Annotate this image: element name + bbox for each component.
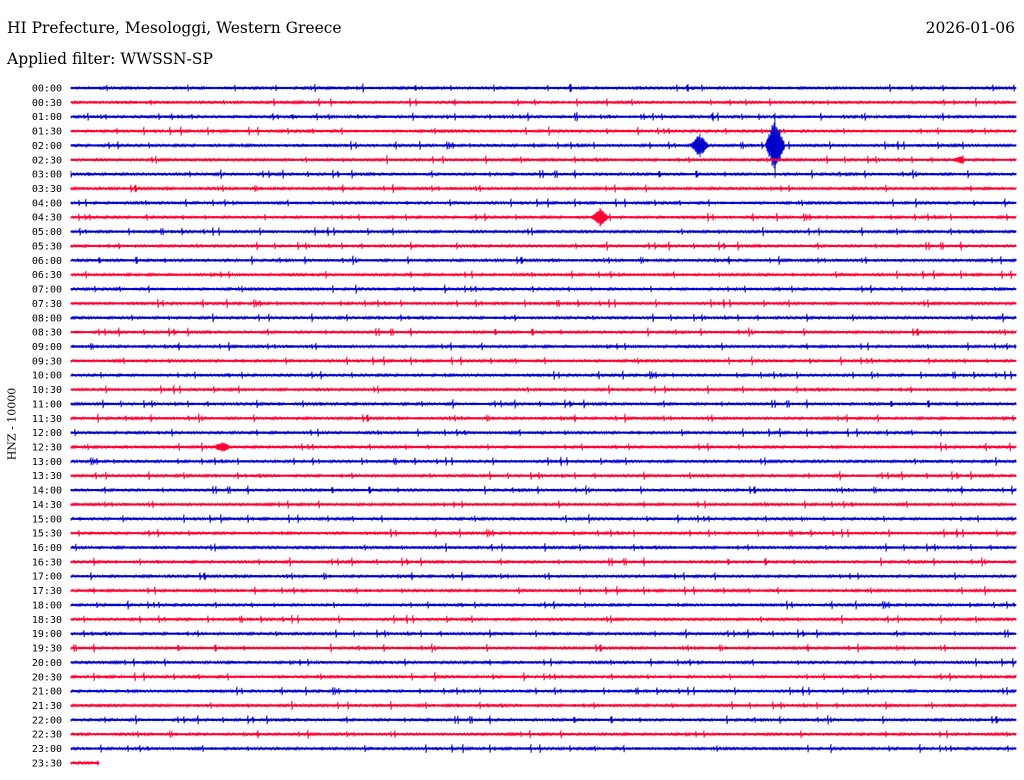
row-label: 08:30	[32, 328, 62, 339]
row-label: 12:00	[32, 428, 62, 439]
row-label: 09:30	[32, 356, 62, 367]
row-label: 05:30	[32, 241, 62, 252]
row-label: 04:00	[32, 198, 62, 209]
filter-label: Applied filter: WWSSN-SP	[7, 50, 213, 68]
row-label: 12:30	[32, 443, 62, 454]
row-label: 19:30	[32, 644, 62, 655]
row-label: 16:00	[32, 543, 62, 554]
row-label: 13:00	[32, 457, 62, 468]
row-label: 10:30	[32, 385, 62, 396]
row-label: 11:00	[32, 399, 62, 410]
row-label: 21:00	[32, 687, 62, 698]
row-label: 10:00	[32, 371, 62, 382]
row-label: 16:30	[32, 557, 62, 568]
row-label: 06:00	[32, 256, 62, 267]
row-label: 05:00	[32, 227, 62, 238]
row-label: 15:30	[32, 529, 62, 540]
row-label: 00:30	[32, 98, 62, 109]
row-label: 14:00	[32, 486, 62, 497]
row-label: 15:00	[32, 514, 62, 525]
chart-title: HI Prefecture, Mesologgi, Western Greece	[7, 19, 342, 37]
row-label: 09:00	[32, 342, 62, 353]
row-label: 07:00	[32, 285, 62, 296]
row-label: 02:00	[32, 141, 62, 152]
row-label: 23:30	[32, 758, 62, 769]
row-label: 03:00	[32, 170, 62, 181]
chart-date: 2026-01-06	[925, 19, 1015, 37]
row-label: 01:30	[32, 127, 62, 138]
row-label: 19:00	[32, 629, 62, 640]
row-label: 20:30	[32, 672, 62, 683]
row-label: 07:30	[32, 299, 62, 310]
row-label: 22:30	[32, 730, 62, 741]
row-label: 01:00	[32, 112, 62, 123]
row-label: 13:30	[32, 471, 62, 482]
row-label: 14:30	[32, 500, 62, 511]
row-label: 02:30	[32, 155, 62, 166]
row-label: 17:30	[32, 586, 62, 597]
row-label: 23:00	[32, 744, 62, 755]
row-label: 08:00	[32, 313, 62, 324]
row-label: 04:30	[32, 213, 62, 224]
row-label: 11:30	[32, 414, 62, 425]
row-label: 22:00	[32, 715, 62, 726]
row-label: 20:00	[32, 658, 62, 669]
row-label: 17:00	[32, 572, 62, 583]
row-label: 06:30	[32, 270, 62, 281]
row-label: 18:00	[32, 600, 62, 611]
row-label: 03:30	[32, 184, 62, 195]
row-label: 21:30	[32, 701, 62, 712]
row-label: 18:30	[32, 615, 62, 626]
row-label: 00:00	[32, 84, 62, 95]
